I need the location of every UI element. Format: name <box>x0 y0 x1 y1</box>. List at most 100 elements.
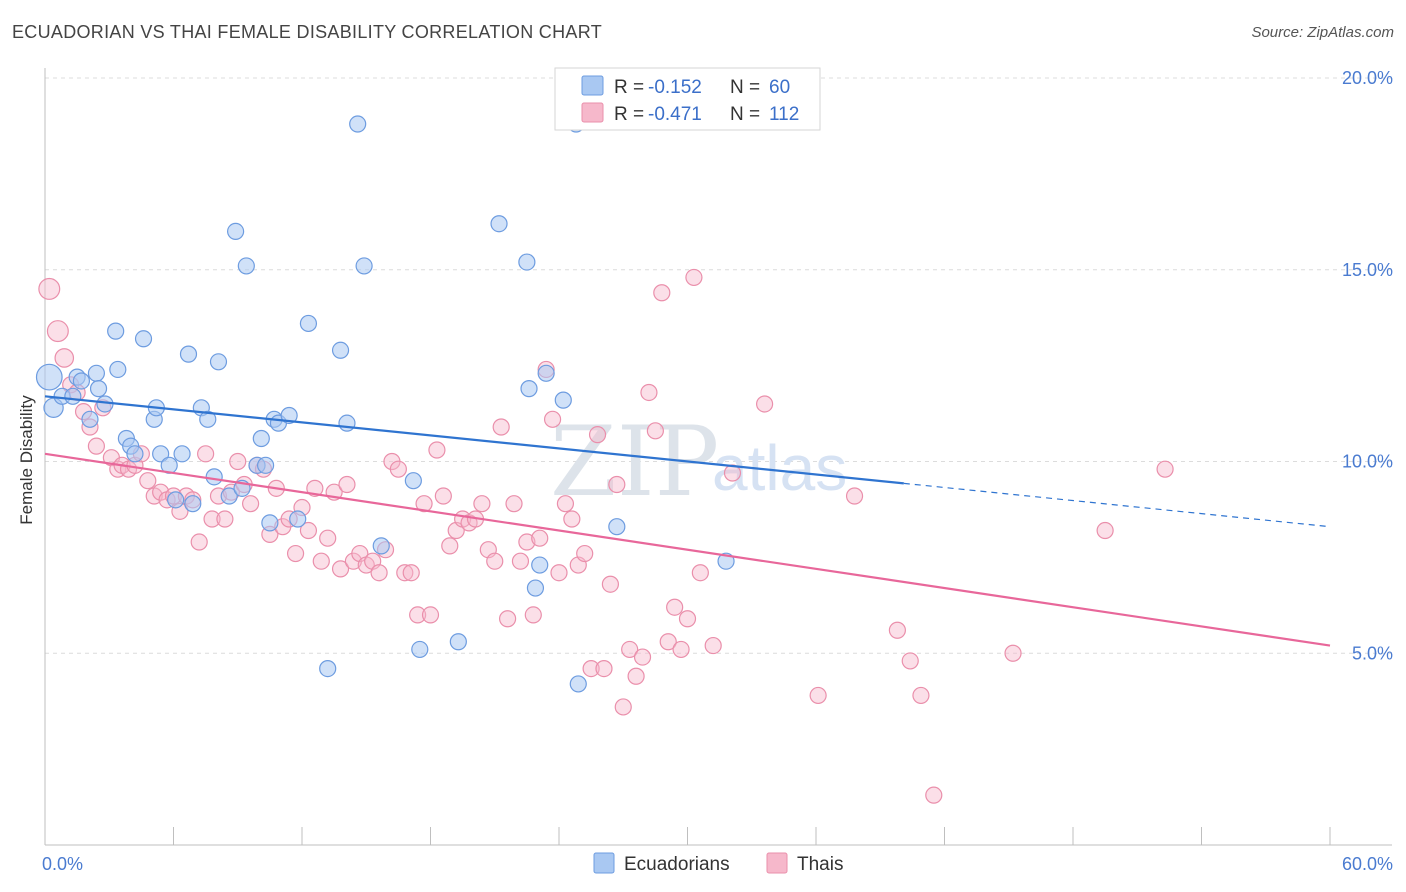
ecuadorians-point <box>205 468 223 486</box>
thais-point <box>550 564 568 582</box>
thais-point <box>627 667 645 685</box>
grid-lines <box>45 77 1392 654</box>
thais-point <box>421 606 440 624</box>
ecuadorians-point <box>355 257 373 275</box>
ecuadorians-point <box>167 491 185 509</box>
ecuadorians-point <box>299 314 318 333</box>
thais-point <box>87 437 106 455</box>
thais-point <box>531 529 549 547</box>
legend-n-value: 60 <box>769 77 790 98</box>
thais-point <box>499 610 517 628</box>
ecuadorians-point <box>87 364 106 382</box>
thais-point <box>486 552 504 570</box>
thais-point <box>659 633 677 651</box>
y-tick-label: 20.0% <box>1342 68 1393 88</box>
legend-label-thais: Thais <box>797 854 843 875</box>
legend-r-value: -0.152 <box>648 77 702 98</box>
x-tick-labels: 0.0% 60.0% <box>42 854 1393 874</box>
thais-point <box>38 277 61 300</box>
thais-point <box>402 564 420 582</box>
thais-point <box>473 495 491 513</box>
ecuadorians-point <box>289 510 307 528</box>
ecuadorians-point <box>261 514 279 532</box>
y-tick-label: 5.0% <box>1352 643 1393 663</box>
thais-point <box>338 475 356 494</box>
ecuadorians-point <box>518 253 536 271</box>
thais-point <box>54 348 75 368</box>
thais-point <box>505 495 523 513</box>
ecuadorians-point <box>227 222 245 240</box>
ecuadorians-point <box>280 406 298 425</box>
legend-swatch-thais <box>766 852 788 874</box>
thais-point <box>389 460 407 478</box>
y-tick-label: 10.0% <box>1342 452 1393 472</box>
ecuadorians-point <box>554 391 572 409</box>
legend-n-label: N = <box>730 77 760 98</box>
thais-point <box>409 606 427 624</box>
ecuadorians-point <box>107 322 125 340</box>
thais-point <box>614 698 632 716</box>
ecuadorians-point <box>404 472 422 490</box>
ecuadorians-point <box>126 445 144 463</box>
ecuadorians-point <box>331 341 350 359</box>
thais-point <box>216 510 234 528</box>
thais-point <box>556 495 575 513</box>
thais-point <box>46 320 69 343</box>
trend-lines <box>44 395 1331 647</box>
ecuadorians-point <box>520 380 538 398</box>
legend-n-label: N = <box>730 104 760 125</box>
thais-point <box>621 640 639 659</box>
thais-point <box>601 575 620 593</box>
thais-point <box>415 495 433 513</box>
thais-point <box>306 479 324 497</box>
thais-point <box>672 640 690 659</box>
legend-n-value: 112 <box>769 104 799 125</box>
thais-point <box>190 533 208 551</box>
ecuadorians-point <box>349 115 367 133</box>
thais-point <box>640 383 658 402</box>
thais-point <box>646 422 664 440</box>
thais-point <box>666 598 684 616</box>
legend-swatch-ecuadorians <box>593 852 615 874</box>
thais-point <box>563 510 581 528</box>
ecuadorians-point <box>220 487 238 505</box>
ecuadorians-point <box>411 640 429 659</box>
thais-point <box>286 544 305 563</box>
thais-point <box>1096 521 1114 540</box>
thais-point <box>434 487 452 505</box>
thais-point <box>912 686 930 705</box>
thais-point <box>139 472 157 490</box>
ecuadorians-point <box>134 330 153 348</box>
thais-point <box>704 636 722 655</box>
ecuadorians-point <box>252 429 270 448</box>
watermark-atlas: atlas <box>712 432 847 504</box>
thais-point <box>518 533 536 551</box>
thais-point <box>901 652 919 670</box>
thais-point <box>299 521 318 540</box>
ecuadorians-point <box>569 675 587 693</box>
ecuadorians-point <box>717 552 735 570</box>
thais-point <box>428 441 446 459</box>
thais-point <box>229 452 247 471</box>
thais-point <box>203 510 221 528</box>
thais-point <box>633 648 652 666</box>
legend-series: Ecuadorians Thais <box>593 852 843 875</box>
ecuadorians-points <box>35 115 735 693</box>
legend-stats: R = -0.152 N = 60 R = -0.471 N = 112 <box>554 67 821 131</box>
ecuadorians-point <box>256 456 275 474</box>
ecuadorians-point <box>531 556 549 574</box>
thais-point <box>755 395 774 413</box>
ecuadorians-point <box>64 387 82 405</box>
thais-point <box>582 659 600 678</box>
thais-point <box>441 537 459 555</box>
legend-r-label: R = <box>614 77 644 98</box>
ecuadorians-point <box>372 537 390 555</box>
thais-point <box>925 786 943 804</box>
thais-point <box>678 610 697 628</box>
ecuadorians-point <box>449 633 467 651</box>
ecuadorians-point <box>89 380 108 398</box>
ecuadorians-point <box>537 364 555 382</box>
thais-point <box>319 529 337 547</box>
thais-point <box>809 686 827 705</box>
